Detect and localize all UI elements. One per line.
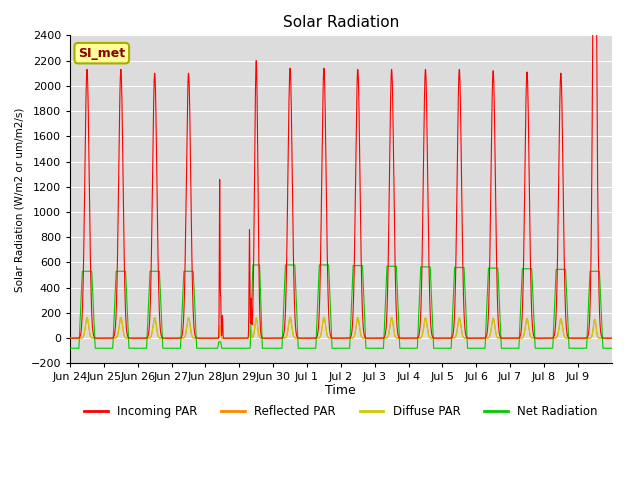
Y-axis label: Solar Radiation (W/m2 or um/m2/s): Solar Radiation (W/m2 or um/m2/s) [15,107,25,291]
Title: Solar Radiation: Solar Radiation [283,15,399,30]
X-axis label: Time: Time [326,384,356,397]
Text: SI_met: SI_met [78,47,125,60]
Legend: Incoming PAR, Reflected PAR, Diffuse PAR, Net Radiation: Incoming PAR, Reflected PAR, Diffuse PAR… [79,401,602,423]
